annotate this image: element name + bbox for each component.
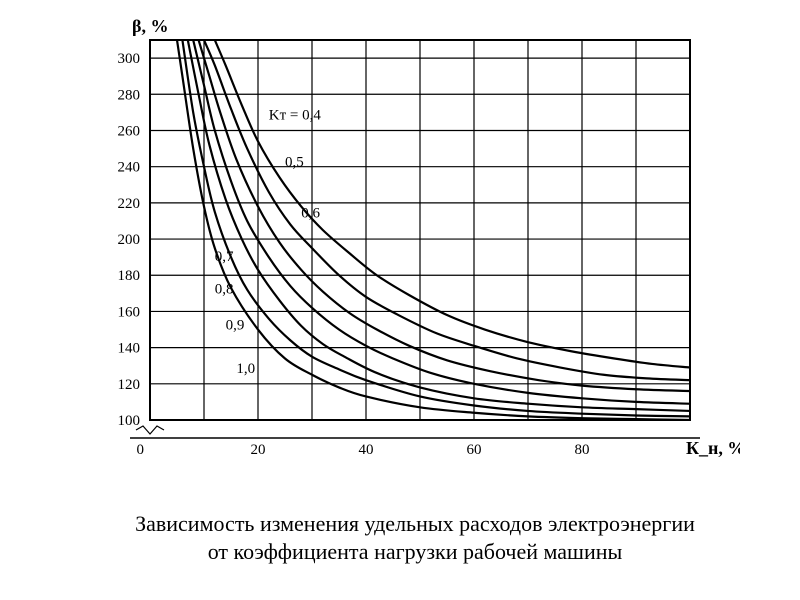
chart: 100 120 140 160 180 200 220 240 260 280 300 β, % 20 4… [60, 10, 740, 480]
svg-text:140: 140 [118, 341, 141, 357]
svg-text:0,9: 0,9 [226, 318, 245, 334]
svg-text:260: 260 [118, 123, 141, 139]
svg-text:1,0: 1,0 [236, 361, 255, 377]
svg-text:100: 100 [118, 413, 141, 429]
caption: Зависимость изменения удельных расходов … [40, 510, 790, 565]
svg-text:120: 120 [118, 377, 141, 393]
svg-text:0,6: 0,6 [301, 205, 320, 221]
svg-text:280: 280 [118, 87, 141, 103]
svg-text:40: 40 [359, 442, 374, 458]
svg-text:0,5: 0,5 [285, 155, 304, 171]
svg-text:60: 60 [467, 442, 482, 458]
svg-text:0: 0 [137, 442, 145, 458]
svg-text:β, %: β, % [132, 16, 168, 36]
svg-text:20: 20 [251, 442, 266, 458]
svg-text:Kт = 0,4: Kт = 0,4 [269, 108, 322, 124]
svg-text:200: 200 [118, 232, 141, 248]
svg-text:240: 240 [118, 160, 141, 176]
svg-text:220: 220 [118, 196, 141, 212]
svg-text:0,7: 0,7 [215, 249, 234, 265]
svg-text:180: 180 [118, 268, 141, 284]
svg-text:300: 300 [118, 51, 141, 67]
caption-line-2: от коэффициента нагрузки рабочей машины [208, 539, 623, 564]
svg-text:0,8: 0,8 [215, 281, 234, 297]
svg-text:К_н, %: К_н, % [686, 438, 740, 458]
svg-text:160: 160 [118, 304, 141, 320]
caption-line-1: Зависимость изменения удельных расходов … [135, 511, 695, 536]
svg-text:80: 80 [575, 442, 590, 458]
